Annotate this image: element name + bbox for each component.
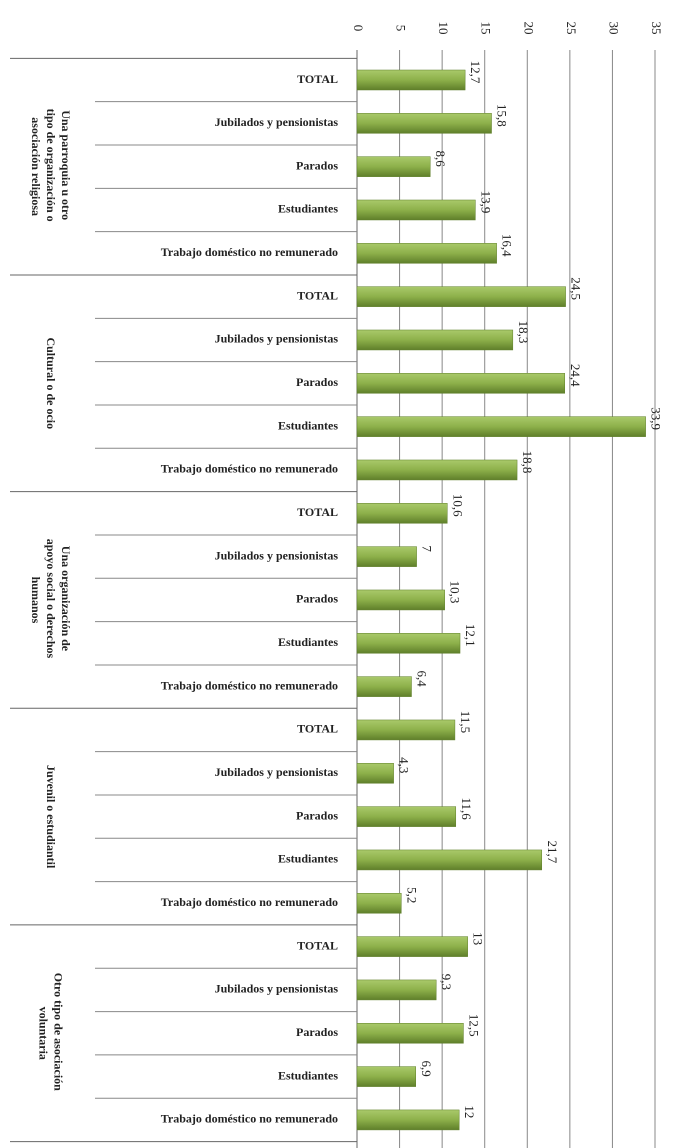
x-tick-label: 30 [606,22,621,35]
bar [356,893,402,914]
category-label: Trabajo doméstico no remunerado [161,462,338,476]
category-label: Parados [296,158,338,172]
category-label: Jubilados y pensionistas [215,548,339,562]
bar [356,1109,460,1131]
category-label: Estudiantes [278,202,338,216]
bar [356,416,646,437]
category-label: Jubilados y pensionistas [215,982,339,996]
bar [356,459,518,481]
category-label: Jubilados y pensionistas [215,332,339,346]
category-label: Estudiantes [278,418,338,432]
data-label: 11,6 [459,797,474,820]
data-label: 6,4 [415,670,430,687]
data-label: 12 [462,1105,477,1118]
category-label: Estudiantes [278,1068,338,1082]
data-label: 10,3 [448,581,463,604]
bar [356,979,437,1001]
data-label: 7 [420,545,435,552]
data-label: 21,7 [545,841,560,864]
bar [356,113,492,134]
bar [356,849,543,871]
data-label: 4,3 [397,757,412,773]
data-label: 33,9 [649,407,664,430]
bar [356,546,417,567]
data-label: 24,5 [569,277,584,300]
category-label: Parados [296,1025,338,1039]
category-label: TOTAL [297,722,338,736]
data-label: 5,2 [404,887,419,903]
bar [356,199,476,221]
x-tick-label: 15 [479,22,494,35]
category-label: Parados [296,592,338,606]
group-label: Otro tipo de asociación voluntaria [37,973,66,1094]
group-label: Cultural o de ocio [44,337,58,429]
data-label: 13,9 [478,191,493,214]
bar [356,1066,416,1087]
group-label: Juvenil o estudiantil [44,765,58,869]
bar [356,633,461,654]
data-label: 10,6 [450,494,465,517]
category-label: Trabajo doméstico no remunerado [161,1112,338,1126]
x-tick-label: 0 [351,25,366,32]
category-label: Parados [296,808,338,822]
bar [356,503,448,524]
data-label: 16,4 [500,234,515,257]
bar [356,156,431,177]
x-tick-label: 20 [521,22,536,35]
x-tick-label: 5 [394,25,409,32]
bar [356,763,394,784]
bar [356,589,445,611]
category-label: Estudiantes [278,852,338,866]
bar [356,806,457,827]
data-label: 24,4 [568,364,583,387]
data-label: 11,5 [458,711,473,733]
category-label: TOTAL [297,288,338,302]
data-label: 6,9 [419,1060,434,1076]
category-label: Estudiantes [278,635,338,649]
data-label: 12,7 [468,61,483,84]
group-label: Una parroquia u otro tipo de organizació… [29,109,73,225]
bar [356,1023,464,1044]
data-label: 9,3 [439,974,454,990]
data-label: 18,3 [516,321,531,344]
data-label: 13 [471,932,486,945]
category-label: TOTAL [297,938,338,952]
bar [356,936,468,957]
data-label: 18,8 [520,451,535,474]
category-label: Trabajo doméstico no remunerado [161,678,338,692]
bar [356,286,566,307]
category-label: TOTAL [297,72,338,86]
category-label: Trabajo doméstico no remunerado [161,895,338,909]
data-label: 12,1 [463,624,478,647]
x-tick-label: 35 [649,22,664,35]
bar [356,329,514,351]
bar [356,719,456,741]
category-label: Jubilados y pensionistas [215,765,339,779]
category-label: Parados [296,375,338,389]
data-label: 15,8 [495,104,510,127]
category-label: Trabajo doméstico no remunerado [161,245,338,259]
x-tick-label: 10 [436,22,451,35]
category-label: Jubilados y pensionistas [215,115,339,129]
x-tick-label: 25 [564,22,579,35]
data-label: 8,6 [433,151,448,168]
category-label: TOTAL [297,505,338,519]
group-label: Una organización de apoyo social o derec… [29,539,73,661]
bar [356,243,497,264]
data-label: 12,5 [466,1014,481,1037]
bar [356,676,412,697]
bar [356,373,565,394]
bar [356,69,466,91]
